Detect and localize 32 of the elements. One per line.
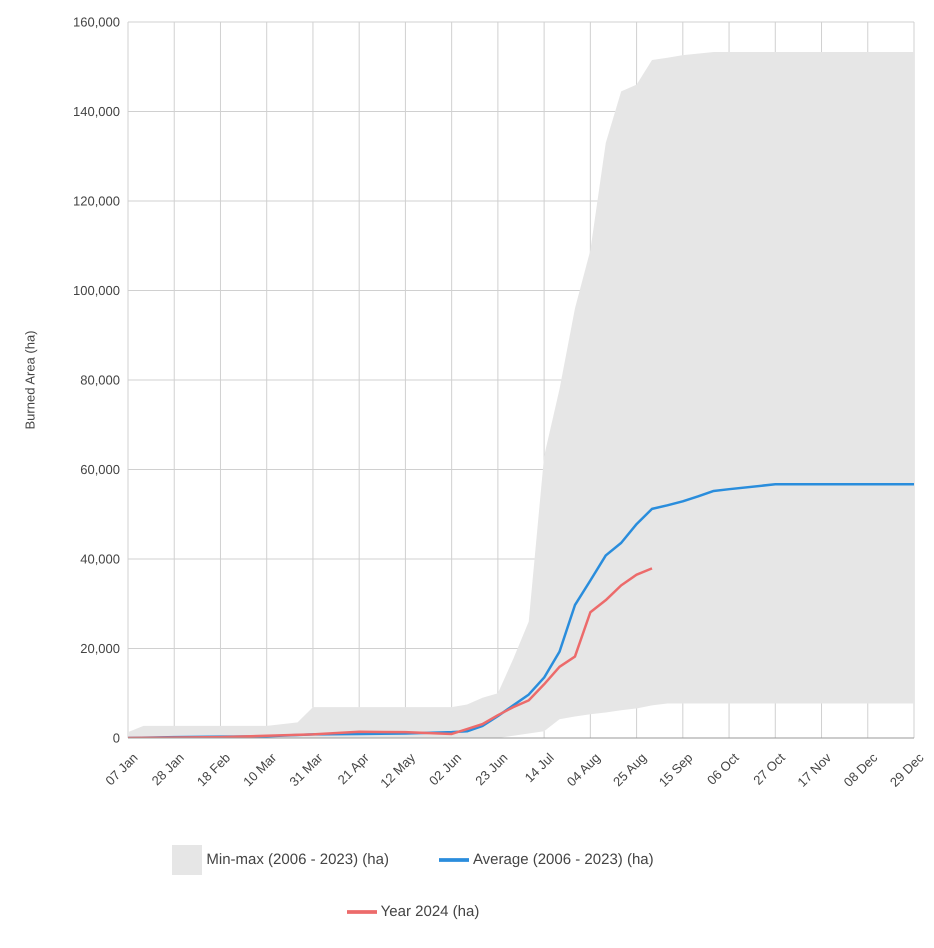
x-tick-label: 21 Apr <box>334 750 372 788</box>
y-tick-label: 60,000 <box>80 462 120 478</box>
x-tick-label: 14 Jul <box>522 750 557 786</box>
x-tick-label: 17 Nov <box>794 750 835 790</box>
x-tick-label: 27 Oct <box>750 750 788 788</box>
y-tick-label: 80,000 <box>80 372 120 388</box>
x-tick-label: 23 Jun <box>472 750 511 788</box>
legend-label: Year 2024 (ha) <box>380 903 480 920</box>
y-tick-label: 40,000 <box>80 552 120 567</box>
x-tick-label: 06 Oct <box>704 750 742 788</box>
legend-label: Average (2006 - 2023) (ha) <box>472 851 654 868</box>
y-axis-title: Burned Area (ha) <box>22 330 38 430</box>
y-tick-label: 120,000 <box>73 194 120 209</box>
y-tick-label: 0 <box>112 730 120 746</box>
x-tick-label: 28 Jan <box>148 750 187 788</box>
line-series <box>128 567 654 738</box>
y-tick-label: 20,000 <box>80 641 120 656</box>
x-tick-label: 29 Dec <box>886 750 927 790</box>
x-tick-label: 15 Sep <box>656 750 696 790</box>
x-tick-label: 07 Jan <box>102 750 141 788</box>
x-tick-label: 04 Aug <box>564 750 603 790</box>
y-tick-label: 140,000 <box>73 104 120 120</box>
x-tick-label: 25 Aug <box>610 750 650 790</box>
x-tick-label: 02 Jun <box>426 750 464 788</box>
x-tick-label: 12 May <box>377 750 418 791</box>
legend-label: Min-max (2006 - 2023) (ha) <box>206 851 389 868</box>
y-tick-label: 160,000 <box>73 14 120 30</box>
y-tick-label: 100,000 <box>73 283 120 298</box>
x-tick-label: 31 Mar <box>286 750 326 790</box>
x-tick-label: 10 Mar <box>240 750 280 790</box>
x-tick-label: 08 Dec <box>840 750 881 790</box>
x-tick-label: 18 Feb <box>194 750 234 790</box>
